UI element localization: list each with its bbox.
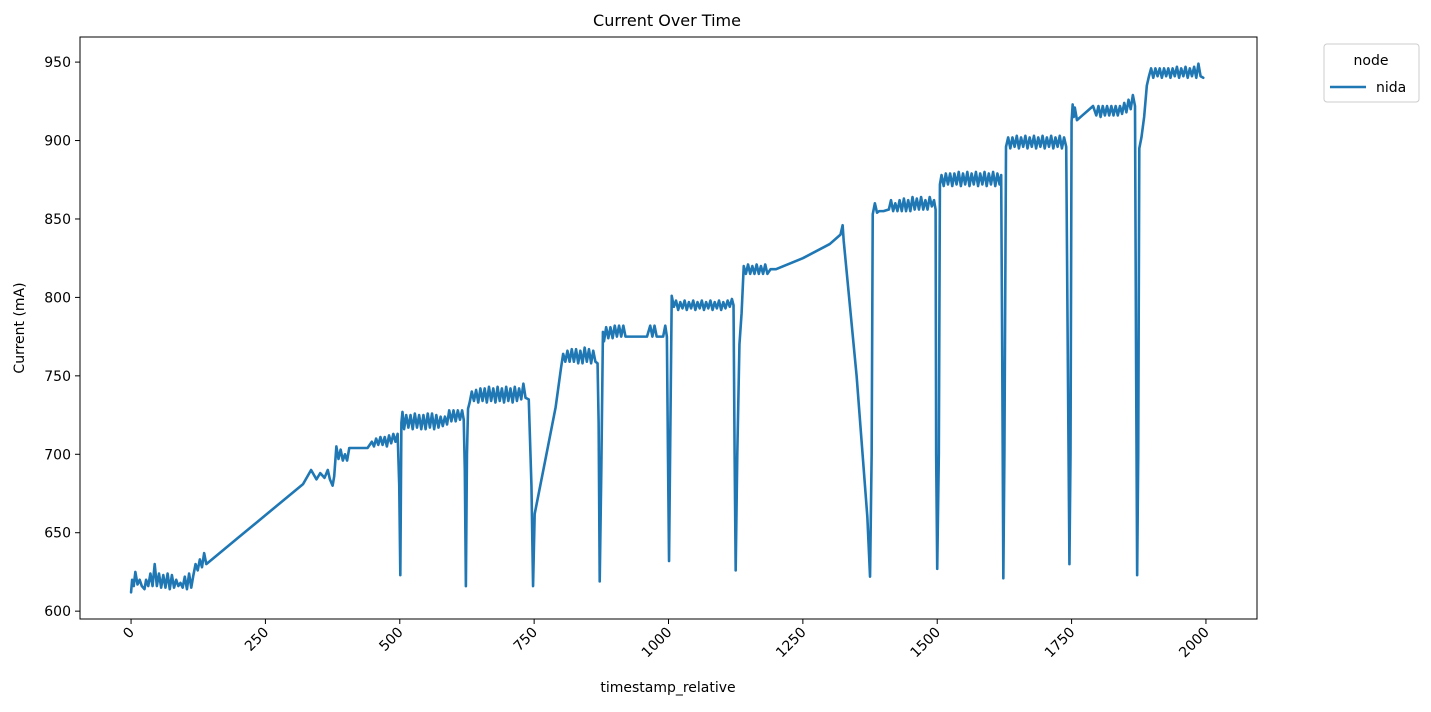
chart-title: Current Over Time xyxy=(593,11,741,30)
plot-frame xyxy=(79,36,1258,620)
y-tick-label: 900 xyxy=(44,134,71,150)
x-tick-label: 750 xyxy=(511,625,541,655)
x-tick-label: 500 xyxy=(376,625,406,655)
y-tick-label: 950 xyxy=(44,55,71,71)
x-tick-label: 1250 xyxy=(773,625,810,662)
y-axis-label: Current (mA) xyxy=(12,282,28,373)
legend-title: node xyxy=(1354,53,1389,69)
y-tick-label: 650 xyxy=(44,526,71,542)
y-tick-label: 850 xyxy=(44,212,71,228)
legend-entry-nida: nida xyxy=(1376,80,1406,96)
series-layer xyxy=(129,62,1205,594)
x-axis-label: timestamp_relative xyxy=(600,680,735,696)
x-tick-label: 1500 xyxy=(908,625,945,662)
y-tick-label: 800 xyxy=(44,290,71,306)
x-tick-label: 1000 xyxy=(639,625,676,662)
y-tick-label: 700 xyxy=(44,447,71,463)
series-line-nida xyxy=(129,62,1205,594)
x-tick-label: 0 xyxy=(120,625,138,643)
x-tick-label: 2000 xyxy=(1176,625,1213,662)
legend: node nida xyxy=(1323,43,1420,103)
x-tick-label: 250 xyxy=(242,625,272,655)
y-tick-label: 600 xyxy=(44,604,71,620)
y-tick-label: 750 xyxy=(44,369,71,385)
x-tick-label: 1750 xyxy=(1042,625,1079,662)
